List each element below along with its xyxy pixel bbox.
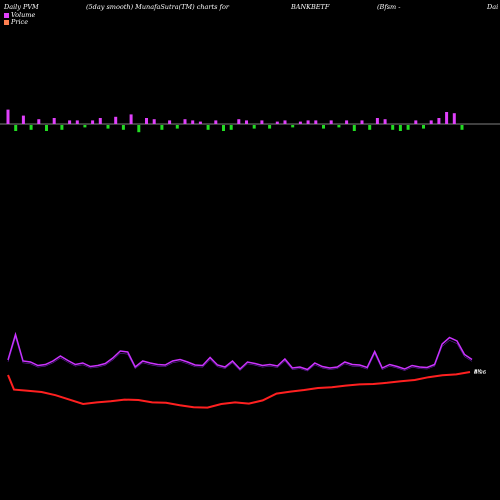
volume-bar bbox=[91, 120, 95, 124]
volume-bar bbox=[6, 109, 10, 124]
volume-bar bbox=[260, 120, 264, 124]
chart-header-far-right: Dai bbox=[487, 3, 499, 11]
volume-bar bbox=[214, 120, 218, 124]
volume-bar bbox=[29, 125, 33, 130]
volume-bar bbox=[360, 120, 364, 124]
volume-bar bbox=[175, 125, 179, 129]
volume-bar bbox=[52, 118, 56, 124]
volume-bar bbox=[198, 121, 202, 124]
volume-bar bbox=[114, 116, 118, 124]
volume-bar bbox=[391, 125, 395, 130]
legend-volume-label: Volume bbox=[11, 11, 36, 19]
end-label-volume: 8K bbox=[474, 369, 481, 375]
volume-bar bbox=[375, 118, 379, 124]
volume-bar bbox=[314, 120, 318, 124]
volume-line-shadow bbox=[7, 336, 473, 372]
volume-bar bbox=[14, 125, 18, 131]
volume-bar bbox=[237, 119, 241, 124]
volume-bar bbox=[222, 125, 225, 131]
legend-volume-swatch bbox=[4, 12, 9, 18]
volume-bar bbox=[129, 114, 133, 124]
volume-line bbox=[7, 331, 473, 371]
volume-bar bbox=[145, 118, 148, 124]
volume-bar bbox=[275, 121, 279, 124]
volume-bar bbox=[252, 125, 256, 129]
volume-bar bbox=[245, 120, 248, 124]
volume-bar bbox=[60, 125, 64, 130]
volume-bar bbox=[422, 125, 425, 129]
volume-bar bbox=[268, 125, 272, 129]
price-line bbox=[7, 371, 471, 409]
volume-bar bbox=[21, 115, 25, 124]
volume-bar bbox=[291, 125, 295, 128]
chart-header-right: (Bfsm - bbox=[377, 3, 401, 11]
chart-header-symbol: BANKBETF bbox=[291, 3, 330, 11]
volume-bar bbox=[345, 120, 349, 124]
volume-bar bbox=[191, 120, 195, 124]
volume-bar bbox=[414, 120, 418, 124]
legend-price: Price bbox=[4, 18, 28, 26]
legend-price-swatch bbox=[4, 19, 9, 25]
volume-bar bbox=[429, 120, 433, 124]
legend-price-label: Price bbox=[11, 18, 29, 26]
volume-bar bbox=[398, 125, 402, 131]
volume-bar bbox=[229, 125, 233, 130]
volume-bar bbox=[460, 125, 464, 130]
volume-bar bbox=[437, 118, 441, 124]
legend-volume: Volume bbox=[4, 11, 35, 19]
volume-bar bbox=[45, 125, 48, 131]
volume-bars bbox=[6, 109, 464, 133]
end-label-price: 8.96 bbox=[474, 370, 487, 376]
chart-header-middle: (5day smooth) MunafaSutra(TM) charts for bbox=[86, 3, 229, 11]
volume-bar bbox=[352, 125, 356, 131]
volume-bar bbox=[322, 125, 325, 129]
volume-bar bbox=[160, 125, 164, 130]
volume-bar bbox=[106, 125, 110, 129]
chart-header-left: Daily PVM bbox=[4, 3, 39, 11]
volume-bar bbox=[183, 119, 187, 124]
volume-bar bbox=[37, 119, 41, 124]
volume-bar bbox=[329, 120, 333, 124]
volume-bar bbox=[283, 120, 287, 124]
volume-bar bbox=[137, 125, 141, 133]
volume-bar bbox=[206, 125, 210, 130]
volume-bar bbox=[98, 118, 102, 124]
volume-bar bbox=[83, 125, 87, 128]
volume-bar bbox=[383, 119, 387, 124]
volume-bar bbox=[306, 120, 310, 124]
volume-bar bbox=[298, 121, 302, 124]
volume-bar bbox=[121, 125, 125, 130]
volume-bar bbox=[452, 113, 456, 124]
volume-bar bbox=[168, 120, 172, 124]
volume-bar bbox=[445, 112, 449, 124]
volume-bar bbox=[152, 119, 156, 124]
volume-bar bbox=[68, 120, 72, 124]
volume-bar bbox=[406, 125, 410, 130]
volume-bar bbox=[75, 120, 79, 124]
volume-bar bbox=[368, 125, 372, 130]
volume-bar bbox=[337, 125, 341, 128]
